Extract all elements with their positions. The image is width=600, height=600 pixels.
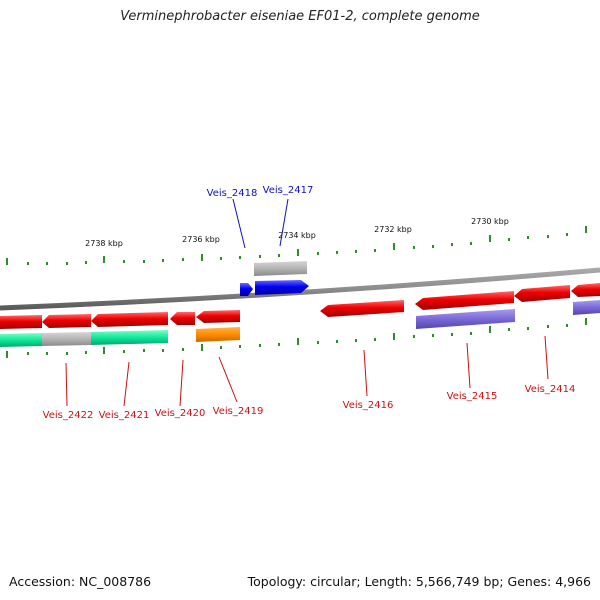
leader-line-veis-2418 xyxy=(232,198,246,249)
scale-label-2734: 2734 kbp xyxy=(278,231,316,240)
leader-line-veis-2422 xyxy=(65,362,68,407)
scale-label-2730: 2730 kbp xyxy=(471,217,509,226)
scale-label-2732: 2732 kbp xyxy=(374,225,412,234)
feature-bar-orange[interactable] xyxy=(196,327,240,342)
feature-bar-purple-center[interactable] xyxy=(416,309,515,329)
gene-arrow-veis-2419[interactable] xyxy=(196,310,240,323)
genome-summary-text: Topology: circular; Length: 5,566,749 bp… xyxy=(247,574,591,589)
gene-label-veis-2414[interactable]: Veis_2414 xyxy=(525,384,576,395)
gene-label-veis-2416[interactable]: Veis_2416 xyxy=(343,400,394,411)
leader-line-veis-2416 xyxy=(363,349,368,397)
gene-arrow-right-partial[interactable] xyxy=(571,283,600,297)
gene-arrow-veis-2417[interactable] xyxy=(255,280,309,295)
leader-line-veis-2415 xyxy=(466,342,471,389)
leader-line-veis-2420 xyxy=(179,359,184,407)
feature-bar-gray-forward[interactable] xyxy=(254,261,307,276)
gene-arrow-left-partial[interactable] xyxy=(0,315,42,329)
feature-bar-green-left[interactable] xyxy=(0,333,42,347)
leader-line-veis-2421 xyxy=(123,361,130,407)
gene-arrow-veis-2422[interactable] xyxy=(42,314,91,328)
map-title: Verminephrobacter eiseniae EF01-2, compl… xyxy=(120,9,480,24)
accession-text: Accession: NC_008786 xyxy=(9,574,152,589)
gene-arrow-veis-2414[interactable] xyxy=(514,285,570,302)
gene-label-veis-2417[interactable]: Veis_2417 xyxy=(263,185,314,196)
leader-line-veis-2414 xyxy=(544,335,549,380)
leader-line-veis-2417 xyxy=(279,198,289,247)
gene-label-veis-2421[interactable]: Veis_2421 xyxy=(99,410,150,421)
gene-arrow-veis-2418[interactable] xyxy=(240,283,253,296)
gene-arrow-veis-2415[interactable] xyxy=(415,291,514,310)
gene-label-veis-2422[interactable]: Veis_2422 xyxy=(43,410,94,421)
gene-label-veis-2418[interactable]: Veis_2418 xyxy=(207,188,258,199)
tick-row-upper xyxy=(6,226,587,265)
gene-label-veis-2419[interactable]: Veis_2419 xyxy=(213,406,264,417)
gene-arrow-veis-2420[interactable] xyxy=(170,312,195,325)
scale-label-2738: 2738 kbp xyxy=(85,239,123,248)
gene-label-veis-2415[interactable]: Veis_2415 xyxy=(447,391,498,402)
gene-arrow-veis-2416[interactable] xyxy=(320,300,404,317)
scale-label-2736: 2736 kbp xyxy=(182,235,220,244)
gene-label-veis-2420[interactable]: Veis_2420 xyxy=(155,408,206,419)
gene-arrow-veis-2421[interactable] xyxy=(91,312,168,327)
feature-bar-gray-reverse[interactable] xyxy=(42,332,91,346)
tick-row-lower xyxy=(6,318,587,358)
feature-bar-purple-right[interactable] xyxy=(573,300,600,315)
leader-line-veis-2419 xyxy=(218,356,238,403)
feature-bar-green-right[interactable] xyxy=(91,330,168,345)
